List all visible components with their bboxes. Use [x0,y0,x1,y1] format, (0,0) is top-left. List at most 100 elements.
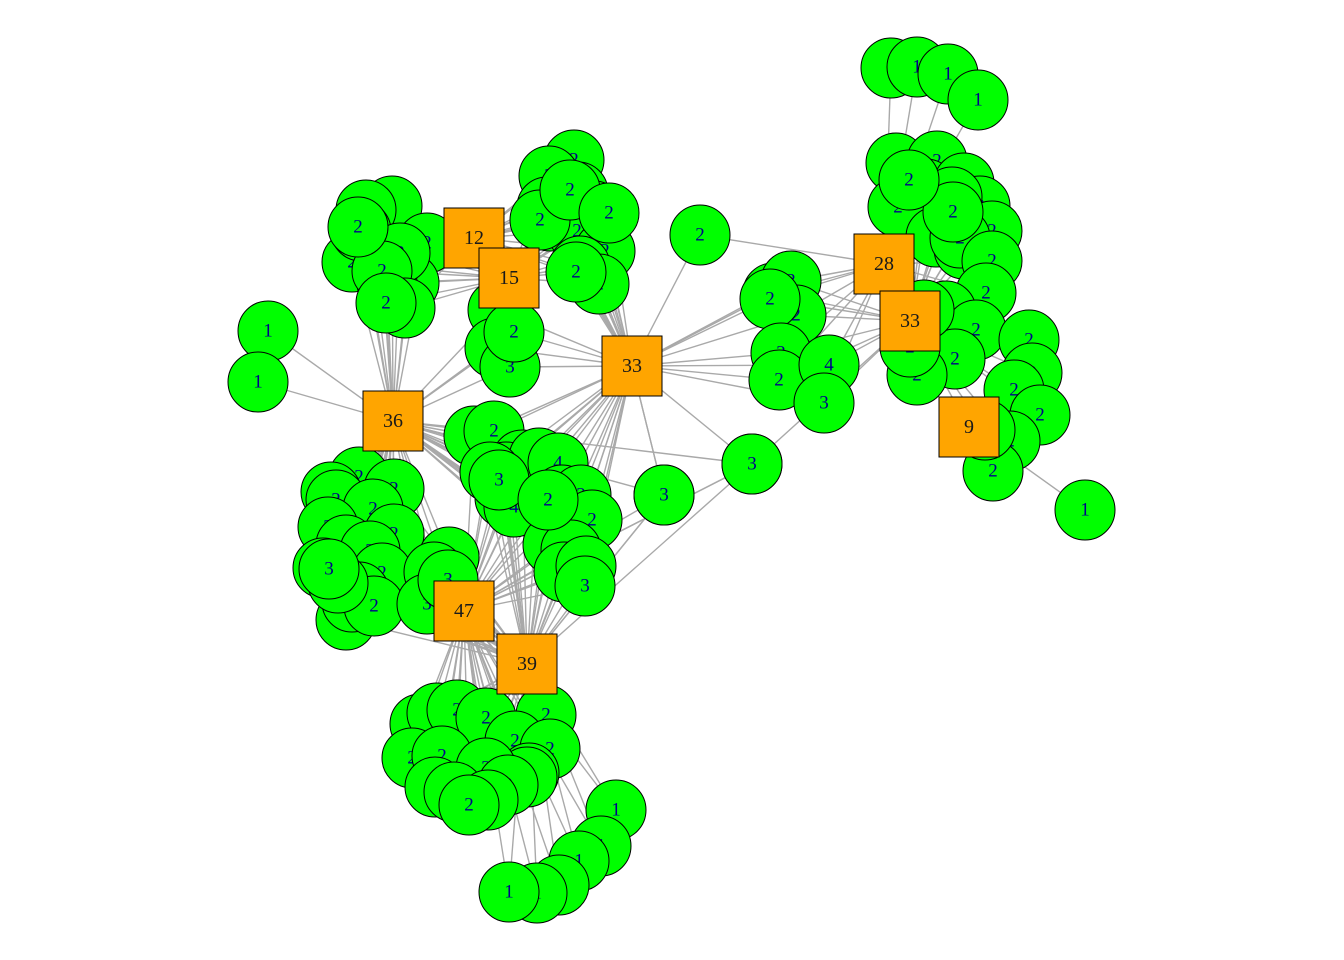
leaf-node-label: 3 [494,470,504,491]
leaf-node: 2 [517,469,579,531]
leaf-node-label: 2 [354,467,364,488]
leaf-node: 2 [355,272,417,334]
leaf-node-label: 2 [368,499,378,520]
hub-node: 33 [601,335,663,397]
leaf-node-label: 2 [545,739,555,760]
leaf-node-label: 2 [948,202,958,223]
leaf-node: 1 [227,351,289,413]
hub-node-square [879,290,941,352]
leaf-node: 2 [669,204,731,266]
leaf-node: 3 [793,372,855,434]
leaf-node-label: 2 [377,261,387,282]
leaf-node-circle [517,469,579,531]
leaf-node-label: 2 [587,510,597,531]
leaf-node-label: 2 [988,461,998,482]
leaf-node-label: 1 [943,64,953,85]
hub-node: 15 [478,247,540,309]
leaf-node-label: 1 [504,882,514,903]
leaf-node-label: 2 [971,320,981,341]
leaf-node-circle [327,196,389,258]
leaf-node-label: 2 [535,210,545,231]
leaf-node-label: 2 [541,705,551,726]
leaf-node-circle [922,181,984,243]
leaf-node-label: 2 [904,170,914,191]
leaf-node-label: 2 [565,180,575,201]
leaf-node-label: 3 [324,559,334,580]
leaf-node-label: 2 [1035,405,1045,426]
leaf-node-label: 2 [347,252,357,273]
leaf-node-label: 2 [481,708,491,729]
leaf-node-label: 2 [695,225,705,246]
leaf-node: 2 [878,149,940,211]
hub-node-label: 9 [964,416,974,438]
leaf-node: 1 [947,69,1009,131]
leaf-node-label: 2 [571,262,581,283]
leaf-node: 2 [327,196,389,258]
leaf-node-label: 2 [774,370,784,391]
leaf-node-label: 4 [553,453,563,474]
leaf-node: 2 [578,182,640,244]
graph-edge [526,463,753,665]
leaf-node-label: 2 [437,746,447,767]
leaf-node-label: 2 [791,305,801,326]
leaf-node-circle [1054,479,1116,541]
hub-node-label: 47 [454,600,474,622]
hub-node: 9 [938,396,1000,458]
hub-node-square [938,396,1000,458]
leaf-node: 3 [633,464,695,526]
leaf-node-label: 1 [263,321,273,342]
leaf-node-label: 2 [572,221,582,242]
hub-node-square [496,633,558,695]
leaf-node-label: 1 [912,57,922,78]
hub-node-label: 33 [900,310,920,332]
leaf-node-label: 3 [659,485,669,506]
hub-node: 28 [853,233,915,295]
hub-node-square [601,335,663,397]
hub-node-label: 39 [517,653,537,675]
leaf-node-label: 1 [611,800,621,821]
leaf-node: 2 [748,349,810,411]
leaf-node-label: 4 [824,355,834,376]
leaf-node: 1 [237,300,299,362]
leaf-node-label: 3 [422,594,432,615]
hub-node: 39 [496,633,558,695]
hub-node: 47 [433,580,495,642]
leaf-node: 2 [438,774,500,836]
leaf-node: 2 [739,268,801,330]
leaf-node-label: 2 [1024,330,1034,351]
leaf-node-label: 2 [381,293,391,314]
leaf-node-label: 2 [765,289,775,310]
leaf-node-label: 2 [489,421,499,442]
leaf-node-label: 2 [509,322,519,343]
leaf-node-circle [793,372,855,434]
leaf-node-circle [878,149,940,211]
leaf-node-label: 2 [369,596,379,617]
leaf-node-label: 1 [973,90,983,111]
leaf-node-label: 3 [505,357,515,378]
hub-node-square [478,247,540,309]
leaf-node: 3 [721,433,783,495]
leaf-node-label: 2 [510,731,520,752]
leaf-node: 2 [922,181,984,243]
leaf-node-circle [669,204,731,266]
hub-node-label: 33 [622,355,642,377]
hub-node: 33 [879,290,941,352]
leaf-node-circle [578,182,640,244]
leaf-node-circle [947,69,1009,131]
leaf-node-label: 1 [574,851,584,872]
leaf-node-label: 2 [543,490,553,511]
leaf-node-label: 4 [509,497,519,518]
leaf-node-label: 3 [819,393,829,414]
graph-edge [699,234,885,265]
leaf-node: 1 [478,861,540,923]
hub-node-label: 36 [383,410,403,432]
leaf-node-circle [554,555,616,617]
leaf-node-label: 1 [253,372,263,393]
hub-node-square [362,390,424,452]
hub-node-square [433,580,495,642]
leaf-node-circle [633,464,695,526]
leaf-node-circle [227,351,289,413]
leaf-node-label: 2 [950,349,960,370]
